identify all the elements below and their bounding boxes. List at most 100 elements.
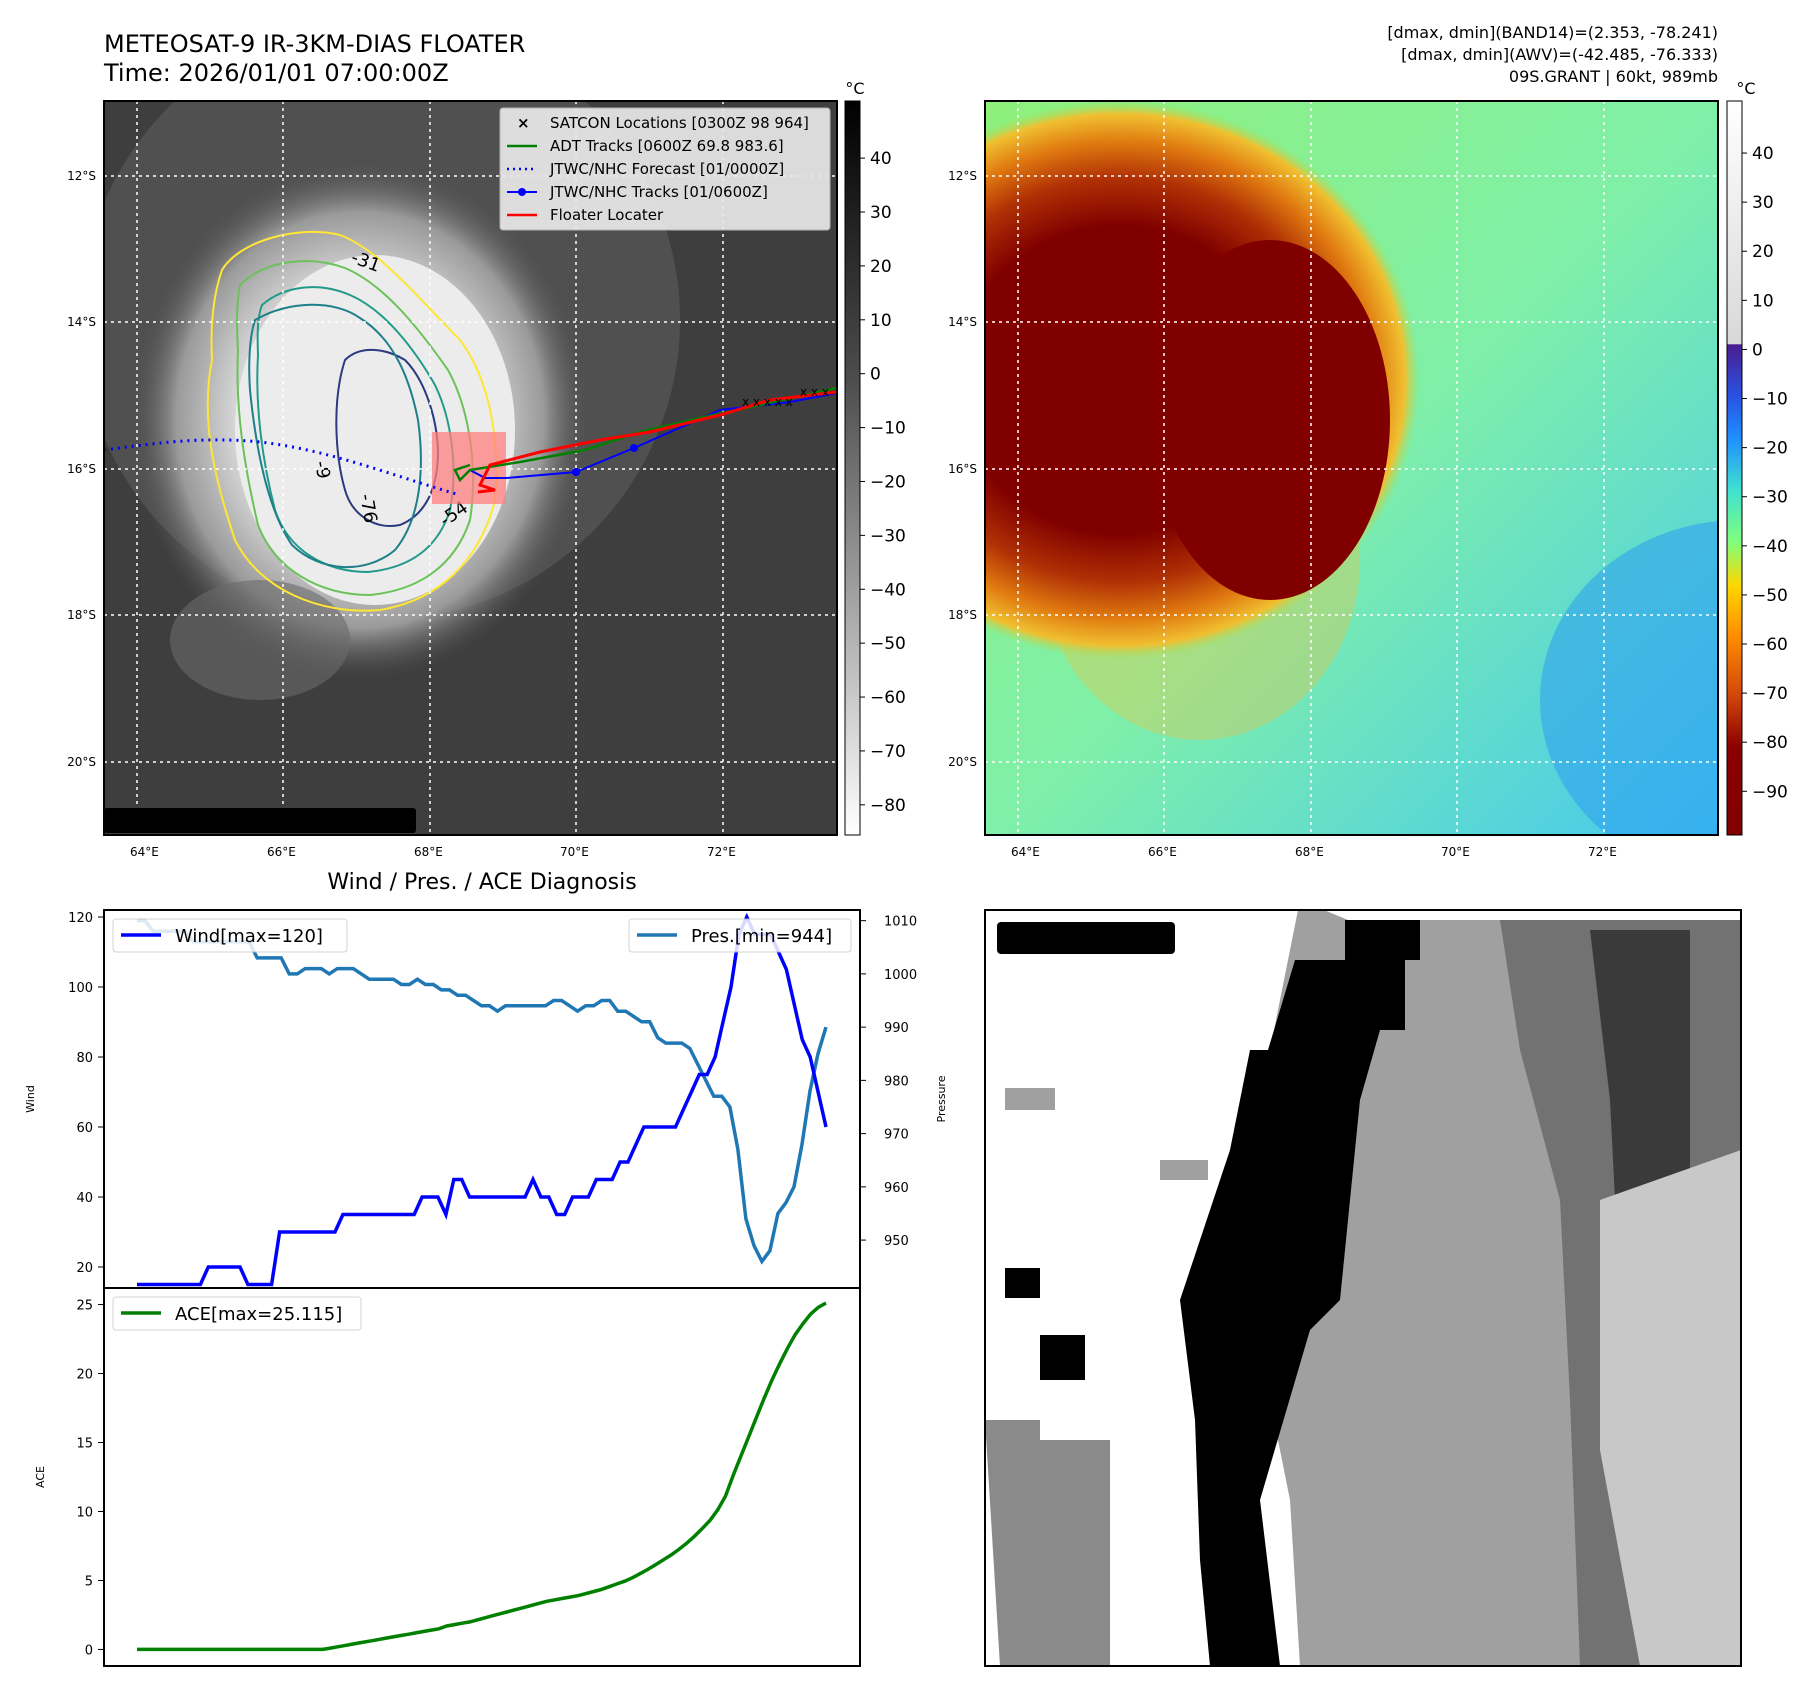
map-legend: × SATCON Locations [0300Z 98 964] ADT Tr… bbox=[499, 107, 831, 231]
wmg-light-zone bbox=[1600, 1150, 1741, 1666]
wind-legend-label: Wind[max=120] bbox=[175, 926, 323, 947]
ir-lat-18: 18°S bbox=[67, 608, 96, 622]
pressure-legend-box bbox=[628, 918, 852, 953]
wmg-count-badge bbox=[997, 922, 1175, 954]
jtwc-track-point bbox=[630, 444, 638, 452]
awv-map-frame bbox=[984, 100, 1719, 836]
floater-track bbox=[477, 390, 837, 494]
diagnosis-title: Wind / Pres. / ACE Diagnosis bbox=[327, 870, 636, 895]
wind-axis-tick-label: 60 bbox=[76, 1121, 93, 1136]
awv-colorbar-tick-label: 20 bbox=[1752, 242, 1774, 262]
awv-colorbar-tick-label: −50 bbox=[1752, 586, 1788, 606]
ir-colorbar-bar bbox=[844, 100, 861, 836]
contour-yellow bbox=[206, 231, 498, 612]
ir-colorbar-tick-label: 10 bbox=[870, 311, 892, 331]
ir-colorbar-tick-label: 20 bbox=[870, 257, 892, 277]
ir-lon-labels: 64°E 66°E 68°E 70°E 72°E bbox=[130, 845, 736, 859]
awv-colorbar-bar bbox=[1726, 100, 1743, 836]
contour-cyan bbox=[248, 303, 422, 568]
jtwc-best-track bbox=[469, 392, 837, 479]
wmg-black-patch bbox=[1040, 1335, 1085, 1380]
awv-colorbar-tick-label: −30 bbox=[1752, 488, 1788, 508]
contour-label-76: -76 bbox=[355, 492, 381, 525]
wmg-lower-gray bbox=[985, 1420, 1110, 1666]
ir-map-frame bbox=[103, 100, 838, 836]
ir-map-panel: -31 -76 -9 -54 x x x x x x x x bbox=[67, 100, 838, 859]
awv-colorbar-tick-label: 0 bbox=[1752, 340, 1763, 360]
wind-axis-tick-label: 20 bbox=[76, 1261, 93, 1276]
awv-lat-18: 18°S bbox=[948, 608, 977, 622]
awv-core bbox=[1150, 240, 1390, 600]
pressure-axis-label: Pressure bbox=[935, 1075, 948, 1122]
ir-colorbar-tick-label: 30 bbox=[870, 203, 892, 223]
wmg-panel: WMG Count: 0 bbox=[984, 909, 1742, 1667]
pressure-axis-tick-label: 950 bbox=[884, 1234, 909, 1249]
wind-axis-tick-label: 120 bbox=[68, 911, 93, 926]
awv-colorbar: °C 40 30 20 10 0 −10 −20 −30 −40 −50 −60 −70 −80 −90 bbox=[1726, 79, 1788, 836]
ace-axis-tick-label: 15 bbox=[76, 1437, 93, 1452]
wmg-count-text: WMG Count: 0 bbox=[1004, 926, 1165, 950]
floater-box bbox=[432, 432, 506, 504]
svg-text:x x x: x x x bbox=[800, 385, 829, 399]
awv-colorbar-tick-label: −80 bbox=[1752, 733, 1788, 753]
ir-cold-core bbox=[235, 255, 515, 605]
wind-pressure-frame bbox=[103, 909, 861, 1289]
ace-frame bbox=[103, 1287, 861, 1667]
ir-lon-66: 66°E bbox=[267, 845, 296, 859]
ir-colorbar-ticks: 40 30 20 10 0 −10 −20 −30 −40 −50 −60 −70 −80 bbox=[860, 149, 906, 816]
awv-lat-16: 16°S bbox=[948, 462, 977, 476]
ir-colorbar-tick-label: −40 bbox=[870, 580, 906, 600]
awv-lon-labels: 64°E 66°E 68°E 70°E 72°E bbox=[1011, 845, 1617, 859]
ir-lat-labels: 12°S 14°S 16°S 18°S 20°S bbox=[67, 169, 96, 769]
contour-teal bbox=[256, 286, 455, 574]
wmg-gray-patch bbox=[1160, 1160, 1208, 1180]
ir-colorbar-tick-label: −70 bbox=[870, 742, 906, 762]
awv-colorbar-tick-label: −40 bbox=[1752, 537, 1788, 557]
pressure-axis-tick-label: 970 bbox=[884, 1128, 909, 1143]
copyright-text: Copyright © 2020-2026 Dapiya bbox=[108, 812, 387, 831]
ir-colorbar-tick-label: 0 bbox=[870, 365, 881, 385]
ir-colorbar-tick-label: −10 bbox=[870, 419, 906, 439]
figure-timestamp: Time: 2026/01/01 07:00:00Z bbox=[103, 59, 449, 87]
ir-colorbar-tick-label: −60 bbox=[870, 688, 906, 708]
legend-floater-label: Floater Locater bbox=[550, 206, 664, 224]
ir-colorbar-tick-label: 40 bbox=[870, 149, 892, 169]
ace-legend-label: ACE[max=25.115] bbox=[175, 1304, 342, 1325]
awv-lon-70: 70°E bbox=[1441, 845, 1470, 859]
wmg-gray-patch bbox=[1005, 1088, 1055, 1110]
awv-colorbar-tick-label: −90 bbox=[1752, 782, 1788, 802]
contour-green bbox=[235, 260, 475, 597]
ace-series-line bbox=[137, 1301, 827, 1652]
contour-navy bbox=[335, 348, 440, 527]
ir-rainband bbox=[170, 580, 350, 700]
awv-colorbar-tick-label: −60 bbox=[1752, 635, 1788, 655]
awv-lat-14: 14°S bbox=[948, 315, 977, 329]
ace-axis-tick-label: 20 bbox=[76, 1368, 93, 1383]
wind-axis-tick-label: 100 bbox=[68, 981, 93, 996]
pressure-axis-tick-label: 960 bbox=[884, 1181, 909, 1196]
ir-colorbar-tick-label: −30 bbox=[870, 526, 906, 546]
wmg-frame bbox=[984, 909, 1742, 1667]
ir-colorbar: °C 40 30 20 10 0 −10 −20 −30 −40 −50 −60 −70 −80 bbox=[844, 79, 906, 836]
awv-lon-72: 72°E bbox=[1588, 845, 1617, 859]
awv-colorbar-tick-label: 10 bbox=[1752, 291, 1774, 311]
awv-colorbar-tick-label: −70 bbox=[1752, 684, 1788, 704]
wind-axis-label: Wind bbox=[24, 1085, 37, 1113]
ir-lat-14: 14°S bbox=[67, 315, 96, 329]
awv-lon-64: 64°E bbox=[1011, 845, 1040, 859]
ir-lat-12: 12°S bbox=[67, 169, 96, 183]
jtwc-track-point bbox=[572, 468, 580, 476]
awv-lon-66: 66°E bbox=[1148, 845, 1177, 859]
ir-lat-16: 16°S bbox=[67, 462, 96, 476]
awv-range: [dmax, dmin](AWV)=(-42.485, -76.333) bbox=[1401, 45, 1718, 64]
awv-colorbar-tick-label: −10 bbox=[1752, 390, 1788, 410]
ir-colorbar-unit: °C bbox=[845, 79, 864, 98]
ir-colorbar-tick-label: −20 bbox=[870, 472, 906, 492]
pressure-axis-tick-label: 1000 bbox=[884, 968, 917, 983]
awv-moist-region bbox=[1540, 521, 1718, 835]
pressure-axis-tick-label: 990 bbox=[884, 1021, 909, 1036]
jtwc-forecast-track bbox=[104, 438, 461, 497]
pressure-axis-tick-label: 1010 bbox=[884, 915, 917, 930]
ir-colorbar-tick-label: −50 bbox=[870, 634, 906, 654]
wind-axis-tick-label: 80 bbox=[76, 1051, 93, 1066]
